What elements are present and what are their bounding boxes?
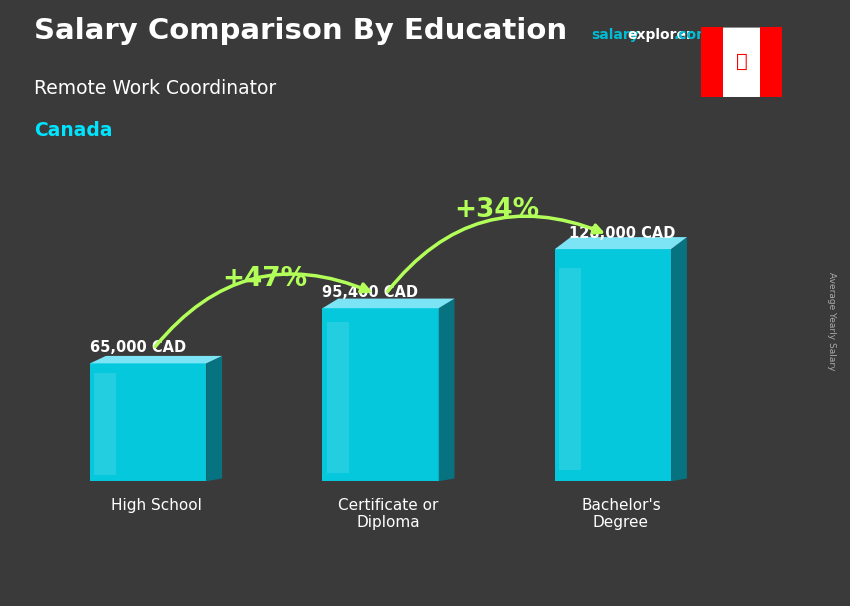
Text: Certificate or
Diploma: Certificate or Diploma: [338, 498, 439, 530]
Text: 🍁: 🍁: [736, 52, 747, 71]
Polygon shape: [555, 249, 672, 481]
Text: Bachelor's
Degree: Bachelor's Degree: [581, 498, 660, 530]
Text: 95,400 CAD: 95,400 CAD: [322, 285, 418, 301]
Polygon shape: [207, 356, 222, 481]
Polygon shape: [439, 299, 455, 481]
Polygon shape: [326, 322, 348, 473]
Text: explorer: explorer: [627, 28, 693, 42]
Text: Average Yearly Salary: Average Yearly Salary: [827, 272, 836, 370]
Polygon shape: [322, 308, 439, 481]
Polygon shape: [559, 268, 581, 470]
Text: salary: salary: [591, 28, 638, 42]
Text: +47%: +47%: [222, 266, 307, 292]
Polygon shape: [701, 27, 782, 97]
Polygon shape: [90, 364, 207, 481]
Text: 128,000 CAD: 128,000 CAD: [569, 226, 675, 241]
Text: +34%: +34%: [454, 196, 540, 222]
Text: 65,000 CAD: 65,000 CAD: [90, 341, 186, 356]
Polygon shape: [94, 373, 116, 475]
Text: Salary Comparison By Education: Salary Comparison By Education: [34, 18, 567, 45]
Polygon shape: [672, 237, 687, 481]
Polygon shape: [701, 27, 722, 97]
Polygon shape: [761, 27, 782, 97]
Polygon shape: [322, 299, 455, 308]
Text: High School: High School: [110, 498, 201, 513]
Text: Remote Work Coordinator: Remote Work Coordinator: [34, 79, 276, 98]
Text: Canada: Canada: [34, 121, 112, 141]
Polygon shape: [555, 237, 687, 249]
Polygon shape: [90, 356, 222, 364]
Text: .com: .com: [674, 28, 711, 42]
